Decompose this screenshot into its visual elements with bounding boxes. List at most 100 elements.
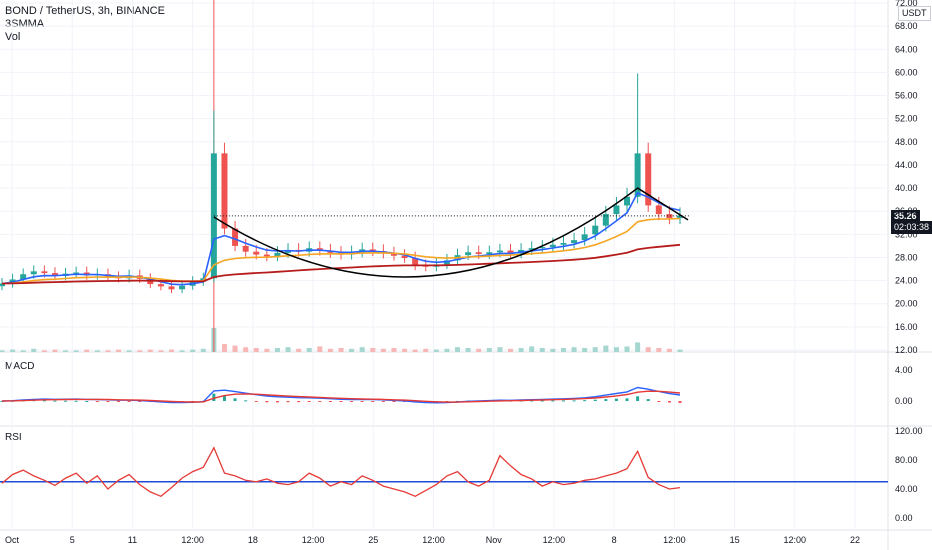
time-tick-label: 8	[612, 535, 617, 545]
macd-tick-label: 4.00	[895, 365, 913, 375]
macd-histogram-bar	[646, 399, 650, 402]
time-tick-label: 25	[368, 535, 378, 545]
candle-body	[581, 234, 588, 241]
candle-body	[465, 252, 472, 256]
macd-histogram-bar	[540, 400, 544, 402]
time-tick-label: 12:00	[543, 535, 566, 545]
macd-tick-label: 0.00	[895, 396, 913, 406]
macd-histogram-bar	[74, 400, 78, 402]
volume-bars	[0, 328, 683, 352]
rsi-tick-label: 80.00	[895, 455, 918, 465]
volume-bar	[285, 347, 291, 352]
candle-body	[475, 252, 482, 254]
candle-body	[242, 245, 249, 252]
volume-bar	[274, 348, 280, 352]
price-tick-label: 12.00	[895, 345, 918, 355]
volume-bar	[391, 348, 397, 352]
volume-bar	[221, 344, 227, 352]
macd-histogram-bar	[667, 401, 671, 403]
time-tick-label: Nov	[486, 535, 503, 545]
price-tick-label: 60.00	[895, 67, 918, 77]
volume-bar	[592, 347, 598, 352]
candle-body	[549, 244, 556, 248]
volume-bar	[423, 348, 429, 352]
time-tick-label: 12:00	[784, 535, 807, 545]
time-tick-label: 12:00	[663, 535, 686, 545]
macd-histogram-bar	[265, 401, 269, 403]
volume-bar	[402, 348, 408, 352]
candle-body	[645, 153, 652, 206]
macd-histogram-bar	[328, 401, 332, 403]
macd-histogram-bar	[371, 401, 375, 403]
candle-body	[157, 284, 164, 287]
volume-bar	[645, 347, 651, 352]
candle-body	[486, 252, 493, 254]
macd-histogram-bar	[583, 400, 587, 402]
candle-body	[560, 243, 567, 245]
price-tick-label: 52.00	[895, 114, 918, 124]
time-tick-label: 22	[850, 535, 860, 545]
candle-body	[528, 248, 535, 250]
macd-histogram-bar	[53, 400, 57, 402]
macd-histogram-bar	[95, 401, 99, 403]
volume-bar	[476, 348, 482, 352]
price-tick-label: 16.00	[895, 322, 918, 332]
volume-bar	[666, 348, 672, 352]
macd-histogram-bar	[381, 401, 385, 403]
macd-histogram-bar	[625, 398, 629, 402]
volume-bar	[359, 347, 365, 352]
volume-bar	[603, 345, 609, 352]
volume-bar	[243, 347, 249, 352]
price-tick-label: 64.00	[895, 44, 918, 54]
candle-body	[179, 285, 186, 290]
price-tick-label: 36.00	[895, 206, 918, 216]
candle-body	[592, 225, 599, 235]
macd-histogram-bar	[106, 401, 110, 403]
volume-bar	[73, 350, 79, 352]
volume-bar	[656, 348, 662, 352]
time-tick-label: 5	[70, 535, 75, 545]
axes: 72.00 68.00 64.00 60.00 56.00 52.00 48.00 44.00…	[5, 0, 923, 545]
indicator-label[interactable]: 3SMMA	[5, 18, 45, 30]
volume-bar	[455, 347, 461, 352]
macd-histogram-bar	[64, 400, 68, 402]
macd-histogram-bar	[657, 401, 661, 403]
price-tick-label: 48.00	[895, 137, 918, 147]
macd-label[interactable]: MACD	[5, 361, 35, 372]
candle-body	[73, 272, 80, 274]
moving-averages	[1, 191, 681, 286]
candle-body	[677, 215, 683, 219]
macd-histogram-bar	[233, 398, 237, 402]
currency-badge[interactable]: USDT	[898, 6, 931, 21]
macd-histogram-bar	[286, 401, 290, 403]
volume-bar	[486, 348, 492, 352]
volume-label[interactable]: Vol	[5, 31, 21, 43]
candle-body	[401, 255, 408, 259]
macd-histogram-bar	[117, 401, 121, 403]
volume-bar	[550, 348, 556, 352]
macd-histogram-bar	[360, 401, 364, 403]
volume-bar	[179, 350, 185, 352]
price-tick-label: 28.00	[895, 252, 918, 262]
countdown-badge: 02:03:38	[891, 221, 932, 234]
macd-histogram-bar	[244, 400, 248, 402]
macd-histogram-bar	[678, 401, 682, 403]
volume-bar	[433, 349, 439, 352]
macd-histogram-bar	[275, 401, 279, 403]
volume-bar	[529, 346, 535, 352]
cup-pattern	[213, 187, 690, 278]
volume-bar	[232, 345, 238, 352]
rsi-label[interactable]: RSI	[5, 432, 22, 443]
candle-body	[30, 271, 37, 275]
candle-body	[253, 251, 260, 255]
candle-body	[41, 271, 48, 274]
macd-histogram-bar	[636, 396, 640, 402]
macd-histogram-bar	[138, 401, 142, 403]
volume-bar	[497, 347, 503, 352]
volume-bar	[126, 350, 132, 352]
price-tick-label: 20.00	[895, 299, 918, 309]
volume-bar	[349, 348, 355, 352]
volume-bar	[63, 350, 69, 352]
candle-body	[20, 274, 27, 280]
